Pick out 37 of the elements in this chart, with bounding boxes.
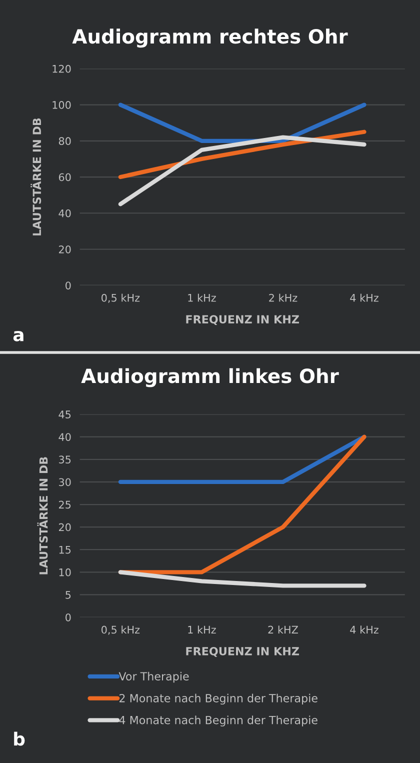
legend-label: 2 Monate nach Beginn der Therapie [120,694,318,705]
chart-title: Audiogramm rechtes Ohr [72,28,348,48]
y-tick-label: 40 [58,209,71,218]
y-tick-label: 0 [66,282,71,290]
y-tick-label: 80 [58,137,71,146]
y-tick-label: 40 [58,433,71,441]
x-tick-label: 0,5 kHz [102,294,140,303]
y-tick-label: 20 [58,523,71,532]
y-tick-label: 10 [59,568,71,576]
x-axis-title: FREQUENZ IN KHZ [186,315,299,325]
y-tick-label: 35 [59,456,71,464]
x-tick-label: 4 kHz [350,626,378,634]
x-tick-label: 1 kHz [188,626,216,634]
y-tick-label: 15 [59,546,71,554]
x-tick-label: 1 kHz [188,294,216,302]
y-tick-label: 0 [66,613,71,622]
chart-title: Audiogramm linkes Ohr [81,368,339,388]
y-axis-title: LAUTSTÄRKE IN DB [30,118,42,236]
y-axis-title: LAUTSTÄRKE IN DB [37,457,48,574]
y-tick-label: 30 [59,478,71,486]
x-tick-label: 2 kHz [269,294,298,302]
y-tick-label: 20 [58,245,71,254]
x-tick-label: 0,5 kHz [102,626,140,635]
legend-label: 4 Monate nach Beginn der Therapie [119,716,318,726]
y-tick-label: 25 [58,500,71,509]
x-tick-label: 4 kHz [350,294,378,302]
y-tick-label: 120 [52,64,71,73]
text: a [13,331,24,342]
line-series [118,135,366,206]
y-tick-label: 45 [58,410,71,418]
x-axis-title: FREQUENZ IN KHZ [186,646,299,657]
y-tick-label: 5 [66,591,71,599]
legend-label: Vor Therapie [118,672,189,683]
y-tick-label: 60 [58,173,71,182]
y-tick-label: 100 [52,101,71,109]
x-tick-label: 2 kHZ [268,626,298,634]
text: b [14,732,25,746]
